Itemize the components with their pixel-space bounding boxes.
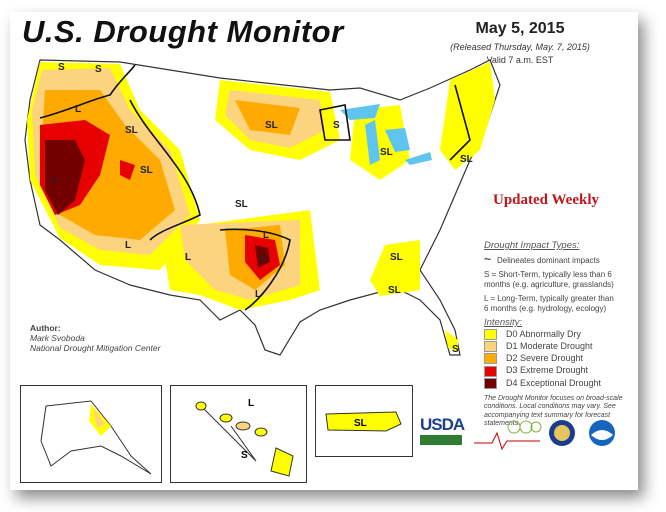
legend-label: D4 Exceptional Drought: [506, 377, 602, 388]
map-label: L: [75, 104, 81, 115]
partner-logos: USDA: [420, 415, 635, 455]
hawaii-map: L S: [195, 398, 294, 477]
impact-types-heading: Drought Impact Types:: [484, 240, 580, 251]
hawaii-label: L: [248, 398, 254, 409]
hawaii-inset: L S: [170, 385, 307, 483]
alaska-map: [40, 400, 152, 475]
map-label: S: [333, 120, 340, 131]
legend-label: D1 Moderate Drought: [506, 341, 593, 352]
legend-d1: D1 Moderate Drought: [484, 341, 644, 353]
hawaii-label: S: [241, 450, 248, 461]
intensity-heading: Intensity:: [484, 317, 523, 328]
map-label: S: [95, 64, 102, 75]
author-name: Mark Svoboda: [30, 333, 85, 343]
puerto-rico-inset: SL: [315, 385, 413, 457]
release-date: (Released Thursday, May. 7, 2015): [450, 42, 590, 52]
legend-label: D0 Abnormally Dry: [506, 329, 582, 339]
map-label: L: [263, 230, 269, 241]
long-term-def: L = Long-Term, typically greater than 6 …: [484, 294, 614, 313]
author-block: Author: Mark Svoboda National Drought Mi…: [30, 323, 160, 353]
map-label: S: [58, 62, 65, 73]
squiggle-line-icon: ~: [484, 252, 492, 266]
map-label: SL: [235, 199, 248, 210]
legend-d4: D4 Exceptional Drought: [484, 378, 644, 389]
map-label: L: [255, 289, 261, 300]
legend-d3: D3 Extreme Drought: [484, 365, 644, 377]
pr-label: SL: [354, 418, 367, 429]
delineates-text: Delineates dominant impacts: [497, 256, 600, 265]
d3-swatch: [484, 365, 497, 377]
map-label: SL: [125, 125, 138, 136]
legend-d0: D0 Abnormally Dry: [484, 329, 644, 341]
map-label: L: [125, 240, 131, 251]
great-lakes: [340, 104, 432, 165]
alaska-inset: [20, 385, 162, 483]
disclaimer-note: The Drought Monitor focuses on broad-sca…: [484, 394, 623, 428]
legend-label: D3 Extreme Drought: [506, 365, 589, 376]
usda-text: USDA: [420, 415, 465, 434]
d4-swatch: [484, 377, 497, 389]
map-label: S: [452, 344, 459, 355]
map-title: U.S. Drought Monitor: [22, 14, 344, 49]
doc-seal-icon: [549, 420, 575, 446]
map-label: S: [260, 254, 267, 265]
map-label: L: [185, 252, 191, 263]
map-label: SL: [460, 154, 473, 165]
map-date: May 5, 2015: [475, 20, 565, 37]
map-label: SL: [388, 285, 401, 296]
legend: Drought Impact Types: ~ Delineates domina…: [484, 241, 644, 429]
map-label: L: [52, 174, 58, 185]
d0-swatch: [484, 329, 497, 341]
impact-boundaries: [39, 64, 471, 311]
usda-logo: USDA: [420, 415, 465, 449]
valid-time: Valid 7 a.m. EST: [486, 55, 554, 65]
map-label: SL: [380, 147, 393, 158]
legend-d2: D2 Severe Drought: [484, 353, 644, 365]
updated-weekly-banner: Updated Weekly: [493, 192, 599, 208]
d4-areas: [45, 140, 270, 268]
noaa-logo-icon: [589, 420, 615, 446]
puerto-rico-map: SL: [325, 411, 402, 432]
author-org: National Drought Mitigation Center: [30, 343, 161, 353]
legend-label: D2 Severe Drought: [506, 353, 584, 364]
ndmc-logo: [474, 420, 542, 451]
d2-swatch: [484, 353, 497, 365]
author-heading: Author:: [30, 323, 61, 333]
map-label: SL: [265, 120, 278, 131]
map-label: SL: [390, 252, 403, 263]
delineates-row: ~ Delineates dominant impacts: [484, 252, 644, 266]
impact-labels: S L SL S L SL SL S SL SL L L SL L S L SL…: [52, 62, 473, 355]
map-label: SL: [140, 165, 153, 176]
short-term-def: S = Short-Term, typically less than 6 mo…: [484, 270, 614, 289]
d1-swatch: [484, 341, 497, 353]
